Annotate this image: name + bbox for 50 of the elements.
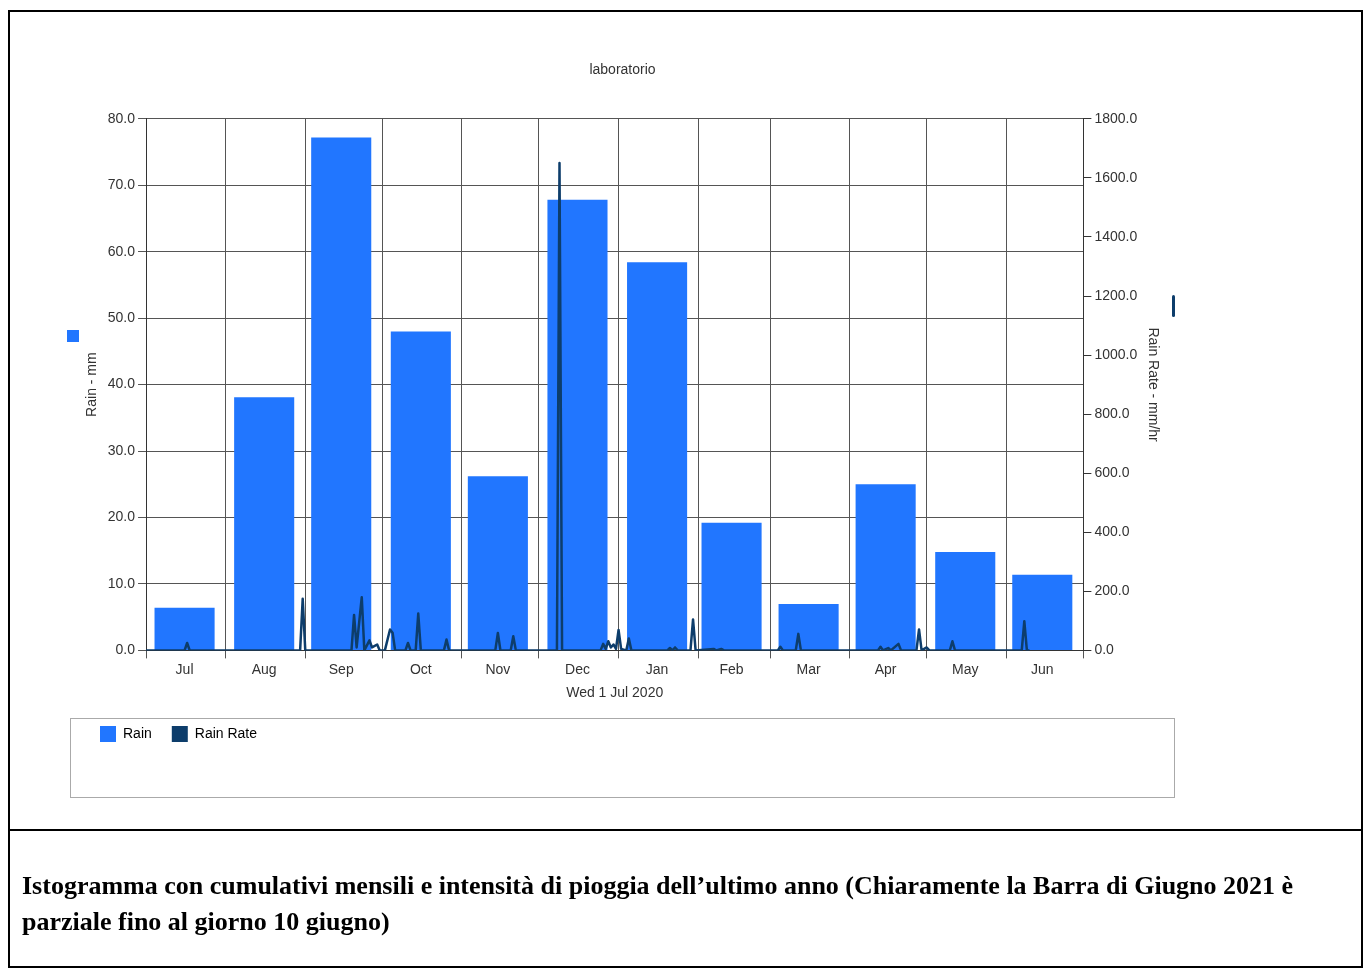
- y2-tick-label: 1000.0: [1094, 345, 1138, 362]
- y-tick-label: 80.0: [107, 109, 136, 126]
- y2-tick-label: 0.0: [1094, 641, 1115, 658]
- x-axis-title: Wed 1 Jul 2020: [566, 684, 664, 701]
- bar: [467, 476, 528, 650]
- y2-tick-label: 1600.0: [1094, 168, 1138, 185]
- y-tick-label: 30.0: [107, 441, 136, 458]
- bar: [390, 331, 451, 650]
- y-tick-label: 20.0: [107, 508, 136, 525]
- x-tick-label: Oct: [409, 660, 432, 677]
- y2-tick-label: 1400.0: [1094, 227, 1138, 244]
- text: Istogramma con cumulativi mensili e intensità di pioggia dell’ultimo anno (Chiaramente la Barra di Giugno 2021 è parziale fino al giorno 10 giugno): [22, 870, 1295, 938]
- x-tick-label: Jul: [175, 660, 194, 677]
- y-tick-label: 10.0: [107, 574, 136, 591]
- x-tick-label: Sep: [328, 660, 354, 677]
- y-tick-label: 40.0: [107, 375, 136, 392]
- x-tick-label: May: [952, 660, 979, 677]
- y2-tick-label: 600.0: [1094, 464, 1130, 481]
- y2-tick-label: 800.0: [1094, 404, 1130, 421]
- legend-label: Rain: [123, 724, 152, 741]
- bar: [1012, 574, 1073, 650]
- bar: [855, 484, 916, 650]
- x-tick-label: Dec: [565, 660, 590, 677]
- legend-label: Rain Rate: [194, 724, 258, 741]
- y2-tick-label: 400.0: [1094, 523, 1130, 540]
- x-tick-label: Jun: [1031, 660, 1054, 677]
- bar: [234, 397, 295, 650]
- bar: [935, 552, 996, 650]
- y2-tick-label: 1200.0: [1094, 286, 1138, 303]
- x-tick-label: Apr: [874, 660, 897, 677]
- y-axis-title: Rain - mm: [83, 352, 100, 417]
- chart-title: laboratorio: [589, 61, 656, 78]
- x-tick-label: Aug: [251, 660, 277, 677]
- y2-tick-label: 200.0: [1094, 582, 1130, 599]
- x-tick-label: Nov: [485, 660, 511, 677]
- y-tick-label: 70.0: [107, 176, 136, 193]
- bar: [547, 199, 608, 650]
- bar: [778, 603, 839, 650]
- bar: [627, 262, 688, 650]
- y-tick-label: 60.0: [107, 242, 136, 259]
- bar: [701, 522, 762, 650]
- bar: [154, 607, 215, 650]
- y2-tick-label: 1800.0: [1094, 109, 1138, 126]
- y-tick-label: 50.0: [107, 309, 136, 326]
- y2-axis-title: Rain Rate - mm/hr: [1145, 327, 1162, 443]
- x-tick-label: Feb: [719, 660, 744, 677]
- y-tick-label: 0.0: [115, 641, 136, 658]
- bar: [311, 137, 372, 650]
- x-tick-label: Jan: [645, 660, 669, 677]
- x-tick-label: Mar: [796, 660, 821, 677]
